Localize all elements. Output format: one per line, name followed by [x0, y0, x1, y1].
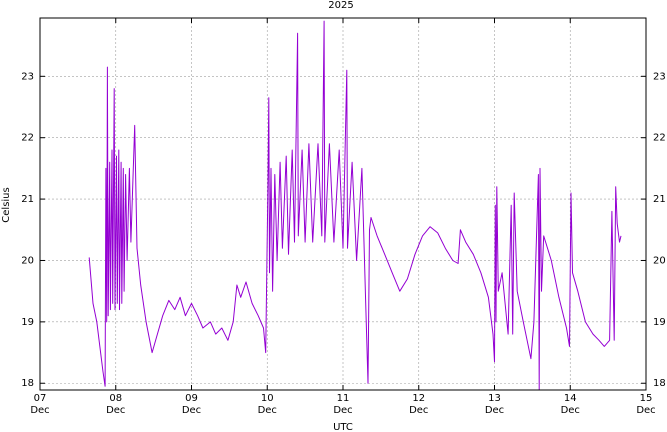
y-tick-label: 22	[21, 133, 34, 144]
x-tick-label: 11 Dec	[333, 393, 352, 416]
y-tick-label: 18	[21, 378, 34, 389]
x-tick-label: 13 Dec	[485, 393, 504, 416]
y-axis-label: Celsius	[1, 187, 12, 222]
x-tick-label: 10 Dec	[258, 393, 277, 416]
plot-border	[39, 17, 647, 391]
x-tick-label: 08 Dec	[106, 393, 125, 416]
x-tick-label: 14 Dec	[561, 393, 580, 416]
y-tick-label: 20	[21, 255, 34, 266]
x-tick-label: 09 Dec	[182, 393, 201, 416]
x-axis-label: UTC	[333, 422, 353, 432]
y2-tick-label: 18	[653, 378, 666, 389]
y2-tick-label: 19	[653, 317, 666, 328]
y-tick-label: 21	[21, 194, 34, 205]
y2-tick-label: 23	[653, 71, 666, 82]
y-tick-label: 19	[21, 317, 34, 328]
y2-tick-label: 21	[653, 194, 666, 205]
data-line	[88, 20, 622, 390]
y2-tick-label: 22	[653, 133, 666, 144]
y-tick-label: 23	[21, 71, 34, 82]
y2-tick-label: 20	[653, 255, 666, 266]
x-tick-label: 07 Dec	[30, 393, 49, 416]
x-tick-label: 12 Dec	[409, 393, 428, 416]
chart-title: 2025	[328, 0, 353, 11]
x-tick-label: 15 Dec	[636, 393, 655, 416]
